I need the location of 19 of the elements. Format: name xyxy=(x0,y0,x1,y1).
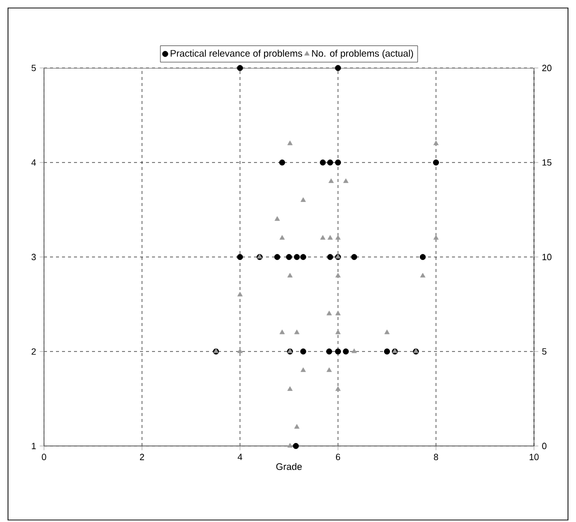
y-tick-label: 2 xyxy=(32,348,36,355)
y2-tick-label: 15 xyxy=(542,159,552,166)
y2-tick-label: 20 xyxy=(542,64,552,72)
y-tick-label: 4 xyxy=(31,159,36,166)
y-tick-label: 3 xyxy=(32,254,36,260)
x-tick-label: 0 xyxy=(42,454,46,460)
x-axis-title: Grade xyxy=(276,463,302,470)
y2-tick-label: 5 xyxy=(542,348,546,355)
y-tick-label: 1 xyxy=(32,442,36,450)
x-tick-label: 4 xyxy=(238,454,242,460)
x-tick-label: 6 xyxy=(336,454,340,460)
x-tick-label: 8 xyxy=(434,454,438,460)
x-tick-label: 10 xyxy=(530,454,539,460)
x-tick-label: 2 xyxy=(140,454,144,460)
y-tick-label: 5 xyxy=(32,64,36,72)
y2-tick-label: 0 xyxy=(542,442,546,450)
legend-label: Practical relevance of problems xyxy=(170,50,302,59)
legend-label: No. of problems (actual) xyxy=(312,50,414,59)
y2-tick-label: 10 xyxy=(542,254,552,260)
